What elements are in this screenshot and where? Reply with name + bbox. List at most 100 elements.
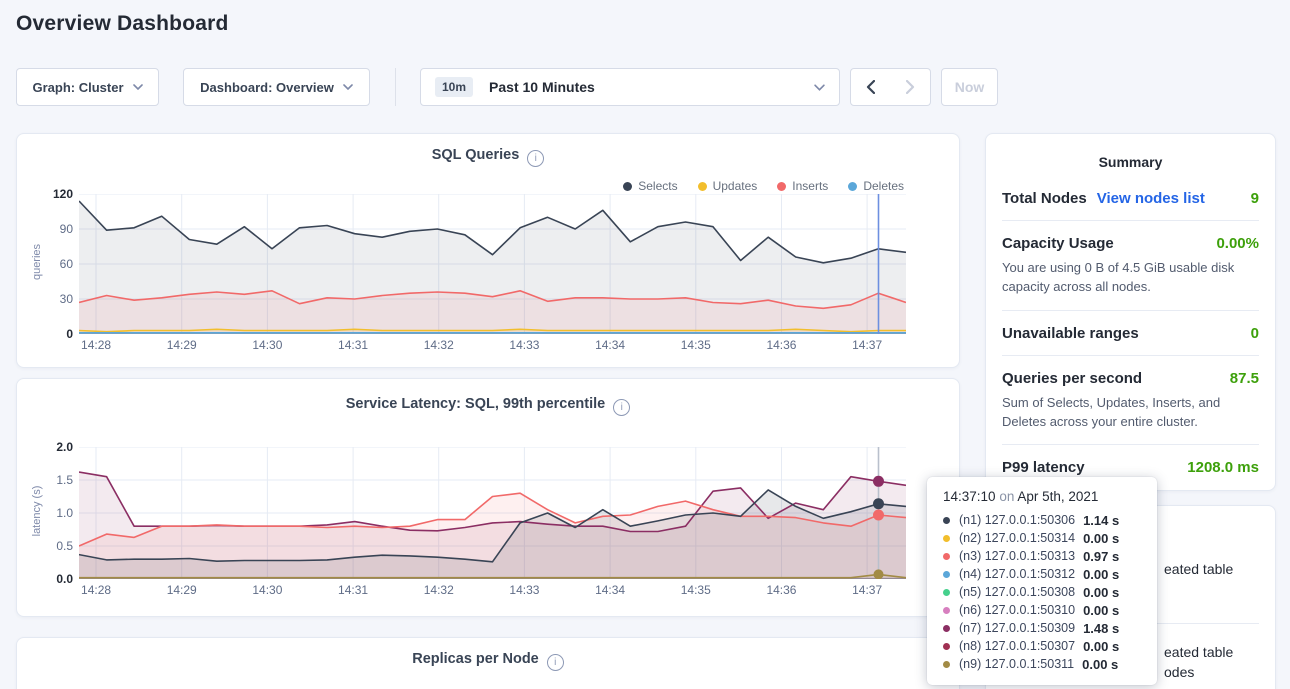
legend-dot-icon — [777, 181, 787, 191]
summary-row-head: Unavailable ranges 0 — [1002, 325, 1259, 342]
graph-dropdown[interactable]: Graph: Cluster — [16, 68, 159, 106]
y-tick: 30 — [59, 292, 73, 306]
summary-row-label: Queries per second — [1002, 369, 1143, 387]
summary-row-label: Total Nodes — [1002, 190, 1087, 207]
time-range-selector[interactable]: 10m Past 10 Minutes — [420, 68, 840, 106]
sql-queries-title-row: SQL Queries i — [17, 146, 959, 167]
now-button[interactable]: Now — [941, 68, 998, 106]
y-tick: 90 — [59, 222, 73, 236]
y-tick: 1.5 — [56, 473, 73, 487]
chevron-down-icon — [132, 84, 143, 90]
x-tick: 14:28 — [81, 583, 112, 597]
x-axis: 14:28 14:29 14:30 14:31 14:32 14:33 14:34 14:35… — [79, 583, 906, 599]
summary-row-value: 1208.0 ms — [1187, 459, 1259, 477]
tooltip-node-row: (n2) 127.0.0.1:50314 0.00 s — [943, 529, 1141, 547]
x-tick: 14:32 — [423, 338, 454, 352]
time-range-badge: 10m — [435, 77, 474, 97]
summary-row-label: Capacity Usage — [1002, 235, 1114, 252]
tooltip-node-value: 0.00 s — [1083, 566, 1120, 582]
summary-row-desc: Sum of Selects, Updates, Inserts, and De… — [1002, 394, 1221, 429]
summary-row-head: Total Nodes View nodes list 9 — [1002, 190, 1259, 207]
tooltip-node-row: (n4) 127.0.0.1:50312 0.00 s — [943, 565, 1141, 583]
x-tick: 14:34 — [595, 338, 626, 352]
node-color-dot-icon — [943, 552, 950, 560]
event-text-fragment: eated table — [1164, 561, 1234, 577]
event-text-fragment: eated table — [1164, 644, 1234, 660]
summary-card: Summary Total Nodes View nodes list 9 Capac… — [985, 133, 1276, 491]
chart-title: Service Latency: SQL, 99th percentile — [345, 396, 606, 412]
service-latency-title-row: Service Latency: SQL, 99th percentile i — [17, 395, 959, 416]
tooltip-node-label: (n9) 127.0.0.1:50311 — [959, 657, 1075, 671]
summary-row-value: 0.00% — [1216, 235, 1259, 252]
info-icon[interactable]: i — [546, 654, 564, 671]
tooltip-node-label: (n2) 127.0.0.1:50314 — [959, 531, 1076, 545]
replicas-title-row: Replicas per Node i — [17, 650, 959, 671]
chart-hover-tooltip: 14:37:10 on Apr 5th, 2021 (n1) 127.0.0.1… — [927, 477, 1157, 685]
tooltip-node-value: 0.00 s — [1083, 602, 1120, 618]
x-tick: 14:31 — [338, 583, 369, 597]
time-forward-button[interactable] — [890, 68, 931, 106]
legend-item-selects: Selects — [623, 179, 678, 193]
sql-queries-plot[interactable] — [79, 194, 906, 334]
info-icon[interactable]: i — [527, 150, 545, 167]
summary-row-head: Queries per second 87.5 — [1002, 370, 1259, 387]
tooltip-node-row: (n5) 127.0.0.1:50308 0.00 s — [943, 583, 1141, 601]
tooltip-node-row: (n3) 127.0.0.1:50313 0.97 s — [943, 547, 1141, 565]
x-tick: 14:34 — [595, 583, 626, 597]
legend-label: Deletes — [863, 179, 904, 193]
tooltip-node-label: (n8) 127.0.0.1:50307 — [959, 639, 1076, 653]
x-axis: 14:28 14:29 14:30 14:31 14:32 14:33 14:34 14:35… — [79, 338, 906, 354]
x-tick: 14:35 — [680, 338, 711, 352]
x-tick: 14:37 — [852, 338, 883, 352]
chevron-down-icon — [343, 84, 353, 90]
time-range-label: Past 10 Minutes — [489, 79, 595, 95]
y-tick: 0.0 — [56, 572, 73, 586]
node-color-dot-icon — [943, 534, 950, 542]
info-icon[interactable]: i — [613, 399, 631, 416]
summary-row-label: Unavailable ranges — [1002, 324, 1139, 342]
y-tick: 0.5 — [56, 539, 73, 553]
legend-label: Inserts — [792, 179, 829, 193]
tooltip-node-label: (n4) 127.0.0.1:50312 — [959, 567, 1076, 581]
chart-title: Replicas per Node — [412, 651, 539, 667]
node-color-dot-icon — [943, 516, 950, 524]
tooltip-node-label: (n5) 127.0.0.1:50308 — [959, 585, 1076, 599]
y-axis: 0.0 0.5 1.0 1.5 2.0 — [41, 440, 77, 586]
x-tick: 14:35 — [680, 583, 711, 597]
summary-row-value: 9 — [1250, 190, 1259, 207]
dashboard-dropdown[interactable]: Dashboard: Overview — [183, 68, 370, 106]
node-color-dot-icon — [943, 660, 950, 668]
tooltip-node-row: (n6) 127.0.0.1:50310 0.00 s — [943, 601, 1141, 619]
y-tick: 120 — [52, 187, 73, 201]
legend-item-updates: Updates — [697, 179, 757, 193]
legend-dot-icon — [848, 181, 858, 191]
chevron-down-icon — [814, 83, 825, 91]
tooltip-node-row: (n9) 127.0.0.1:50311 0.00 s — [943, 655, 1141, 673]
graph-dropdown-label: Graph: Cluster — [32, 79, 124, 95]
legend-dot-icon — [697, 181, 707, 191]
summary-row: Total Nodes View nodes list 9 — [1002, 176, 1259, 221]
legend-item-inserts: Inserts — [777, 179, 828, 193]
node-color-dot-icon — [943, 606, 950, 614]
summary-row-head: P99 latency 1208.0 ms — [1002, 459, 1259, 476]
tooltip-node-value: 1.48 s — [1083, 620, 1120, 636]
view-nodes-list-link[interactable]: View nodes list — [1096, 190, 1205, 207]
tooltip-node-value: 0.00 s — [1083, 530, 1120, 546]
tooltip-node-label: (n1) 127.0.0.1:50306 — [959, 513, 1076, 527]
x-tick: 14:32 — [423, 583, 454, 597]
summary-row-value: 87.5 — [1229, 369, 1259, 387]
summary-row-value: 0 — [1250, 324, 1259, 342]
sql-queries-card: SQL Queries i Selects Updates Inserts Delete… — [16, 133, 960, 368]
service-latency-plot[interactable] — [79, 447, 906, 579]
time-back-button[interactable] — [850, 68, 891, 106]
toolbar-divider — [395, 68, 396, 106]
y-tick: 60 — [59, 257, 73, 271]
legend-label: Selects — [638, 179, 678, 193]
x-tick: 14:31 — [338, 338, 369, 352]
tooltip-node-row: (n8) 127.0.0.1:50307 0.00 s — [943, 637, 1141, 655]
event-text-fragment: odes — [1164, 664, 1195, 680]
x-tick: 14:30 — [252, 583, 283, 597]
summary-row-desc: You are using 0 B of 4.5 GiB usable disk… — [1002, 260, 1235, 294]
legend-dot-icon — [623, 181, 633, 191]
